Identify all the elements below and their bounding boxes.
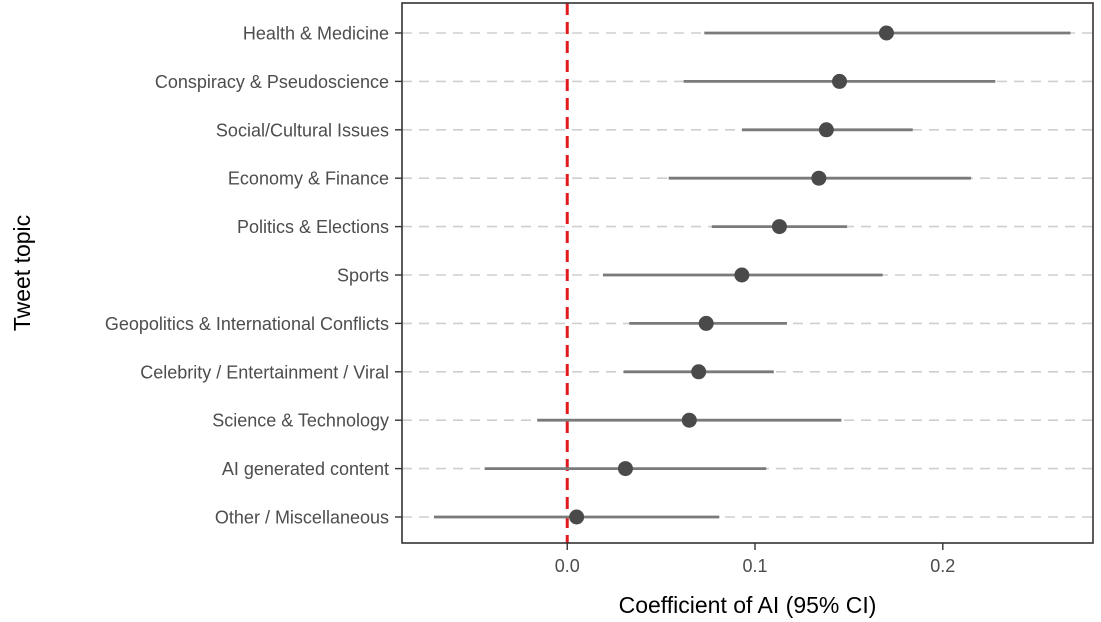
y-tick-label: Politics & Elections (237, 217, 389, 237)
y-tick-label: Conspiracy & Pseudoscience (155, 72, 389, 92)
y-axis-title: Tweet topic (9, 215, 35, 331)
x-axis-ticks: 0.0 0.1 0.2 (555, 543, 955, 576)
y-tick-label: Social/Cultural Issues (216, 120, 389, 140)
y-tick-label: Geopolitics & International Conflicts (105, 314, 389, 334)
point-estimate (617, 461, 633, 477)
point-estimate (818, 122, 834, 138)
x-axis-title: Coefficient of AI (95% CI) (619, 592, 877, 618)
x-tick-label: 0.0 (555, 556, 580, 576)
y-tick-label: Other / Miscellaneous (215, 508, 389, 528)
point-estimate (832, 73, 848, 89)
point-estimate (734, 267, 750, 283)
point-estimate (698, 315, 714, 331)
y-tick-label: Science & Technology (212, 411, 389, 431)
point-estimate (569, 509, 585, 525)
x-tick-label: 0.2 (930, 556, 955, 576)
y-tick-label: Celebrity / Entertainment / Viral (140, 362, 389, 382)
point-estimate (691, 364, 707, 380)
y-axis-ticks: Health & Medicine Conspiracy & Pseudoscie… (105, 24, 402, 528)
y-tick-label: Sports (337, 266, 389, 286)
point-estimate (681, 412, 697, 428)
point-estimates (569, 25, 894, 525)
y-tick-label: AI generated content (222, 459, 389, 479)
point-estimate (811, 170, 827, 186)
y-tick-label: Economy & Finance (228, 169, 389, 189)
x-tick-label: 0.1 (742, 556, 767, 576)
y-tick-label: Health & Medicine (243, 24, 389, 44)
plot-panel-border (401, 2, 1094, 544)
point-estimate (878, 25, 894, 41)
point-estimate (771, 219, 787, 235)
